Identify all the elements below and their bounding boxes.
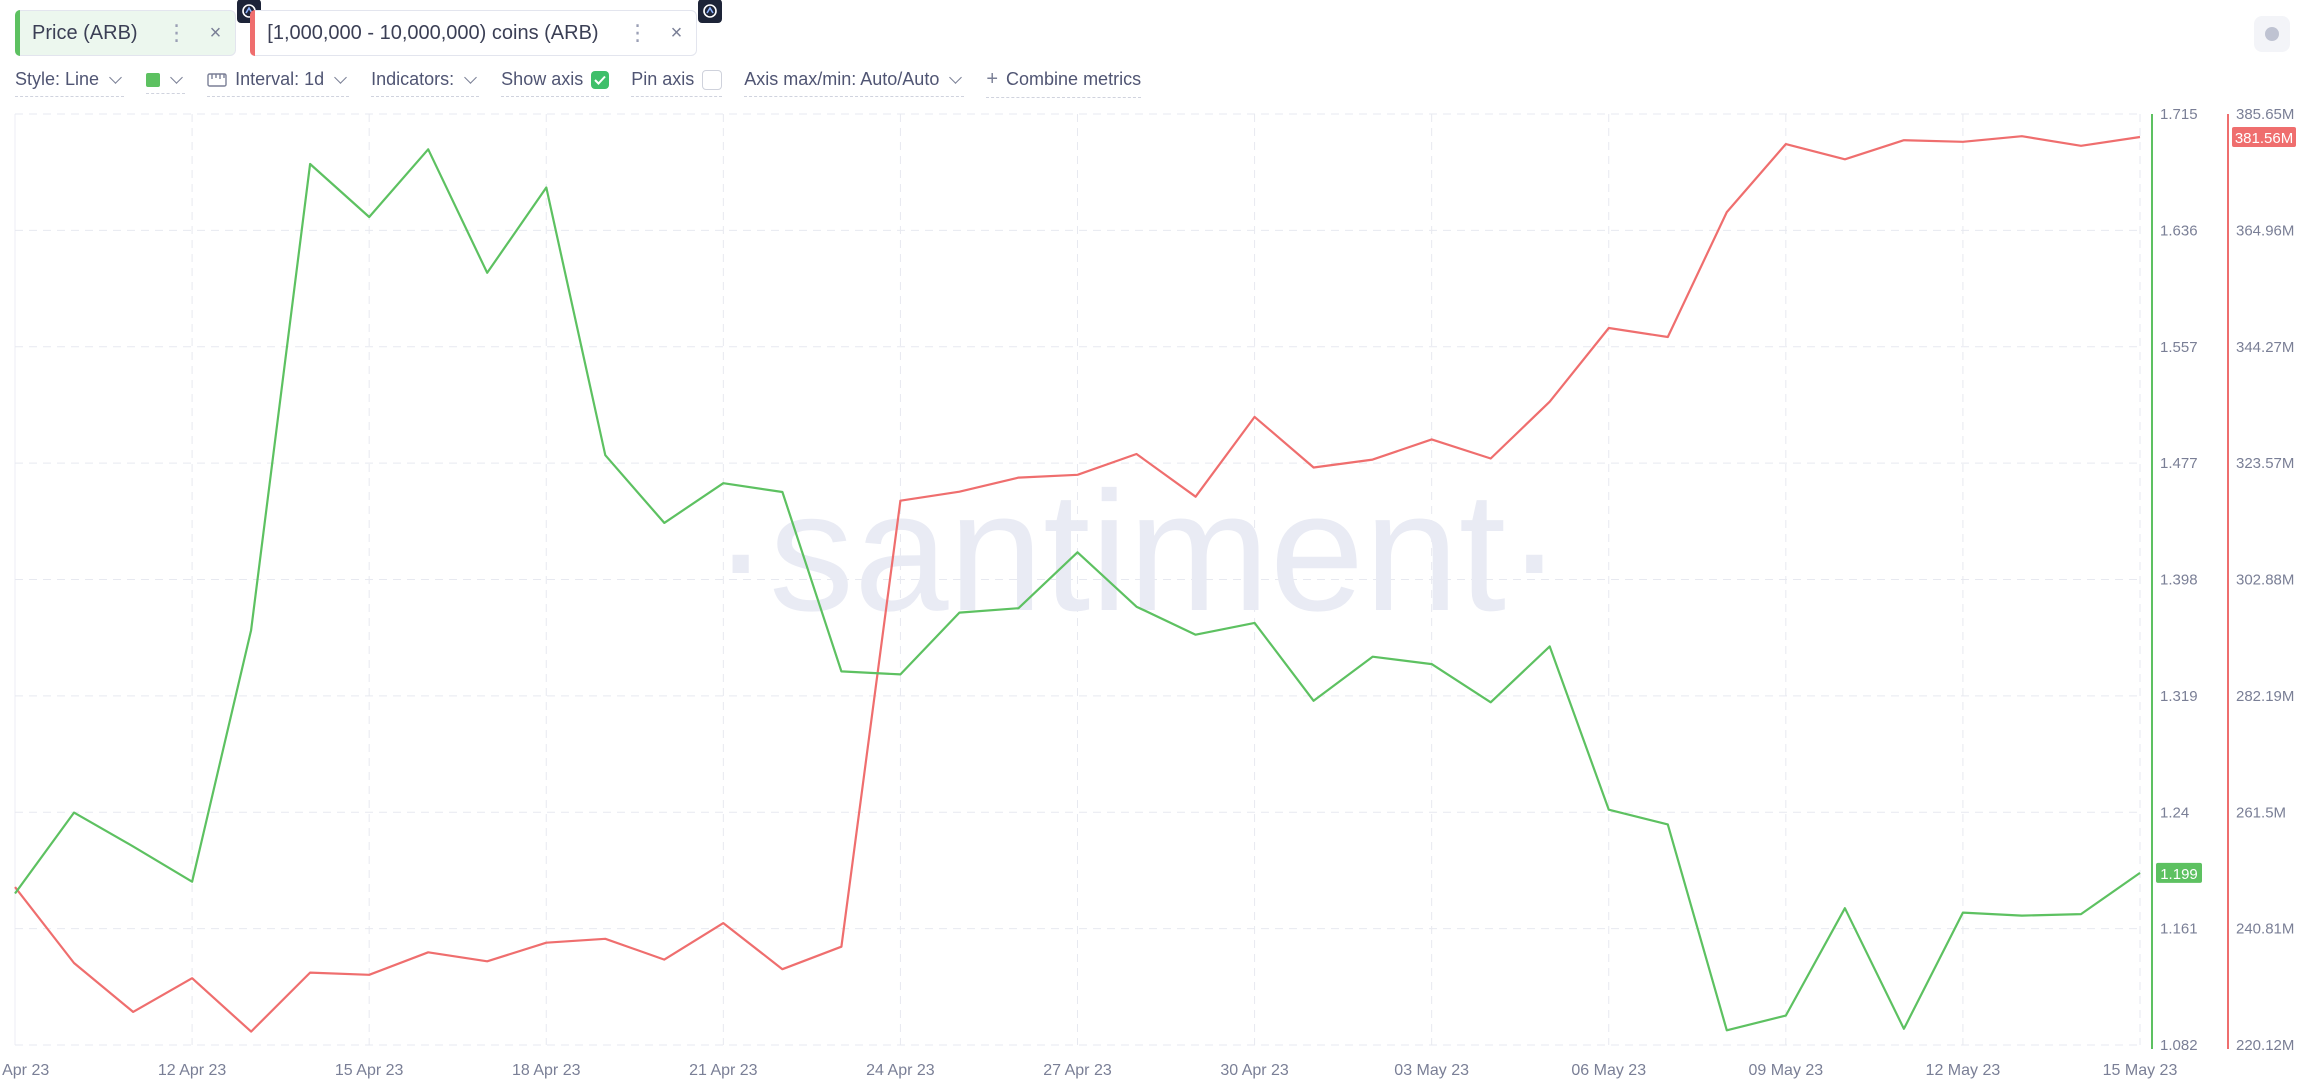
- interval-label: Interval: 1d: [235, 69, 325, 89]
- price-axis-tick-label: 1.24: [2160, 804, 2189, 821]
- chart-toolbar: Style: Line Interval: 1d Indicators: Sho…: [15, 68, 1163, 98]
- x-tick-label: 15 May 23: [2103, 1062, 2178, 1079]
- pin-axis-label: Pin axis: [631, 69, 695, 89]
- price-axis-tick-label: 1.715: [2160, 106, 2198, 123]
- x-tick-label: 09 May 23: [1748, 1062, 1823, 1079]
- holders-axis-tick-label: 323.57M: [2236, 455, 2294, 472]
- plus-icon: +: [986, 68, 999, 90]
- axis-maxmin-label: Axis max/min: Auto/Auto: [744, 69, 940, 89]
- sanbase-pro-icon: [698, 0, 723, 23]
- x-tick-label: 21 Apr 23: [689, 1062, 758, 1079]
- ruler-icon: [207, 72, 227, 87]
- metric-tags: Price (ARB) ⋮ × [1,000,000 - 10,000,000)…: [15, 0, 723, 56]
- more-options-icon[interactable]: ⋮: [165, 20, 188, 45]
- color-swatch: [146, 72, 161, 87]
- x-tick-label: 12 Apr 23: [158, 1062, 227, 1079]
- x-tick-label: 18 Apr 23: [512, 1062, 581, 1079]
- metric-tag-label: Price (ARB): [32, 21, 138, 44]
- holders-axis-tick-label: 282.19M: [2236, 688, 2294, 705]
- holders-axis-tick-label: 240.81M: [2236, 921, 2294, 938]
- holders-series-line: [14, 135, 2141, 1033]
- pin-axis-toggle[interactable]: Pin axis: [631, 69, 723, 97]
- metric-tag-holders[interactable]: [1,000,000 - 10,000,000) coins (ARB) ⋮ ×: [250, 0, 723, 56]
- holders-axis-tick-label: 302.88M: [2236, 572, 2294, 589]
- price-axis-tick-label: 1.398: [2160, 572, 2198, 589]
- style-selector[interactable]: Style: Line: [15, 69, 125, 97]
- metric-tag-price[interactable]: Price (ARB) ⋮ ×: [15, 0, 262, 56]
- price-series-line: [14, 148, 2141, 1032]
- show-axis-checkbox[interactable]: [591, 70, 610, 89]
- price-last-value-label: 1.199: [2160, 866, 2198, 883]
- check-icon: [594, 75, 606, 85]
- price-axis-tick-label: 1.319: [2160, 688, 2198, 705]
- holders-last-value-label: 381.56M: [2235, 130, 2293, 147]
- holders-axis-tick-label: 385.65M: [2236, 106, 2294, 123]
- color-selector[interactable]: [146, 71, 186, 94]
- show-axis-toggle[interactable]: Show axis: [501, 69, 610, 97]
- x-tick-label: 03 May 23: [1394, 1062, 1469, 1079]
- combine-metrics-label: Combine metrics: [1006, 69, 1142, 89]
- metric-tag-color-bar: [15, 10, 20, 56]
- pin-axis-checkbox[interactable]: [702, 69, 723, 90]
- x-tick-label: 27 Apr 23: [1043, 1062, 1112, 1079]
- close-icon[interactable]: ×: [670, 21, 683, 44]
- x-tick-label: 09 Apr 23: [0, 1062, 49, 1079]
- x-tick-label: 15 Apr 23: [335, 1062, 404, 1079]
- x-tick-label: 06 May 23: [1571, 1062, 1646, 1079]
- holders-last-value-badge: [2232, 127, 2296, 148]
- indicators-selector[interactable]: Indicators:: [371, 69, 480, 97]
- holders-axis-tick-label: 344.27M: [2236, 339, 2294, 356]
- x-tick-label: 12 May 23: [1926, 1062, 2001, 1079]
- price-axis-tick-label: 1.557: [2160, 339, 2198, 356]
- more-options-icon[interactable]: ⋮: [626, 20, 649, 45]
- holders-axis-tick-label: 364.96M: [2236, 222, 2294, 239]
- holders-axis-tick-label: 220.12M: [2236, 1037, 2294, 1054]
- indicators-label: Indicators:: [371, 69, 455, 89]
- record-button[interactable]: [2254, 16, 2290, 52]
- metric-tag-label: [1,000,000 - 10,000,000) coins (ARB): [267, 21, 599, 44]
- show-axis-label: Show axis: [501, 69, 584, 89]
- watermark: ·santiment·: [712, 457, 1562, 647]
- close-icon[interactable]: ×: [209, 21, 222, 44]
- price-axis-tick-label: 1.636: [2160, 222, 2198, 239]
- interval-selector[interactable]: Interval: 1d: [207, 69, 350, 97]
- metric-tag-color-bar: [250, 10, 256, 56]
- price-last-value-badge: [2156, 862, 2202, 883]
- x-tick-label: 30 Apr 23: [1220, 1062, 1289, 1079]
- combine-metrics-button[interactable]: + Combine metrics: [986, 68, 1142, 98]
- price-axis-tick-label: 1.082: [2160, 1037, 2198, 1054]
- price-axis-tick-label: 1.477: [2160, 455, 2198, 472]
- price-axis-tick-label: 1.161: [2160, 921, 2198, 938]
- record-icon: [2265, 27, 2279, 41]
- style-label: Style: Line: [15, 69, 100, 89]
- holders-axis-tick-label: 261.5M: [2236, 804, 2286, 821]
- x-tick-label: 24 Apr 23: [866, 1062, 935, 1079]
- axis-maxmin-selector[interactable]: Axis max/min: Auto/Auto: [744, 69, 965, 97]
